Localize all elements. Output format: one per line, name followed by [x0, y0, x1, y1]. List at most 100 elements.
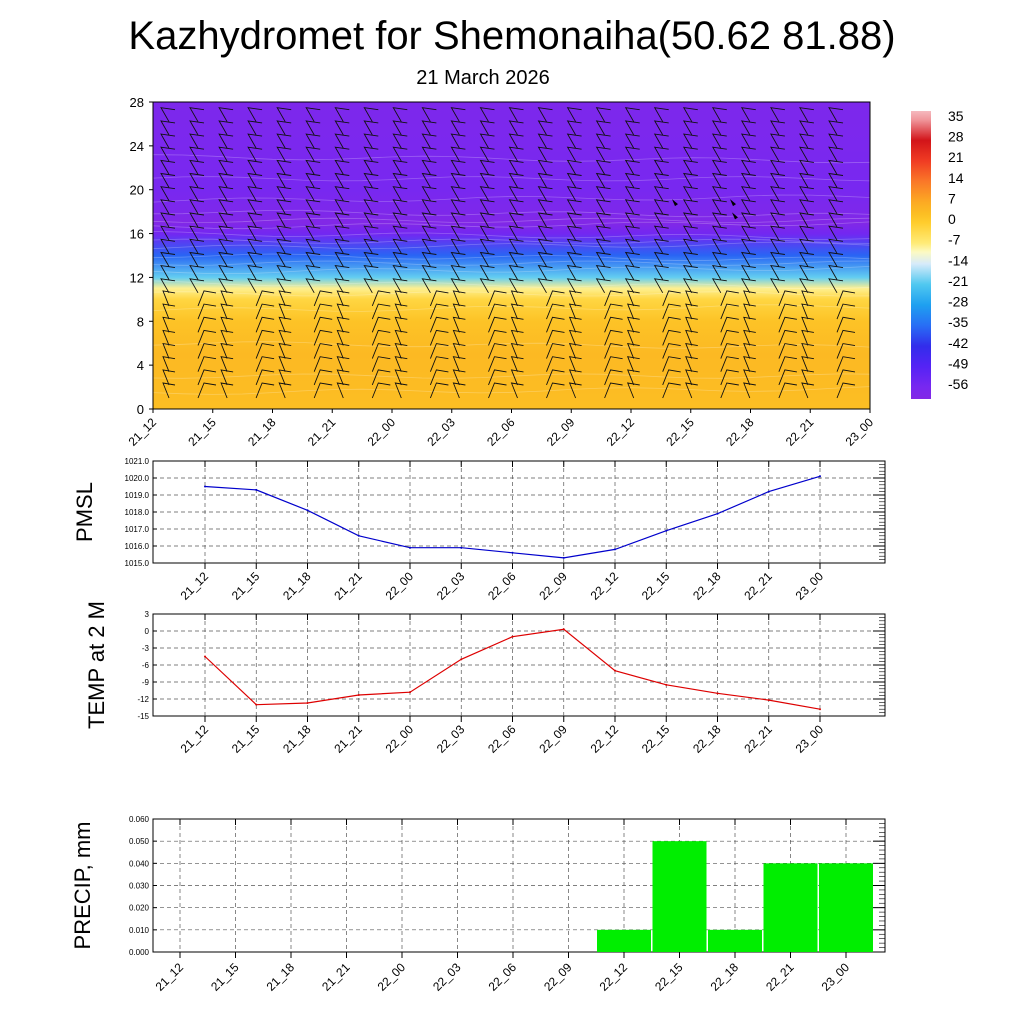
- x-tick-label: 21_18: [264, 960, 298, 994]
- temp-point: [409, 691, 411, 694]
- x-tick-label: 22_21: [783, 415, 817, 449]
- temp-point: [306, 701, 309, 704]
- y-tick-label: 0.050: [129, 837, 150, 846]
- colorbar-label: 35: [948, 108, 964, 124]
- x-tick-label: 21_15: [229, 569, 263, 603]
- y-tick-label: 0.010: [129, 926, 150, 935]
- temp-point: [255, 703, 258, 706]
- x-tick-label: 22_21: [741, 569, 775, 603]
- y-tick-label: -15: [137, 712, 149, 721]
- x-tick-label: 21_15: [208, 960, 242, 994]
- y-tick-label: 0.020: [129, 904, 150, 913]
- y-tick-label: 0.000: [129, 948, 150, 957]
- pmsl-point: [716, 512, 719, 515]
- x-tick-label: 22_09: [541, 960, 575, 994]
- y-tick-label: 0.040: [129, 859, 150, 868]
- x-tick-label: 21_18: [280, 569, 314, 603]
- x-tick-label: 22_18: [723, 415, 757, 449]
- colorbar-label: 14: [948, 170, 964, 186]
- temp-point: [511, 635, 514, 638]
- y-tick-label: 1016.0: [125, 542, 150, 551]
- temp-point: [614, 669, 616, 672]
- x-tick-label: 22_15: [663, 415, 697, 449]
- wind-pennant: [730, 199, 736, 207]
- colorbar-label: 28: [948, 129, 964, 145]
- pmsl-point: [665, 529, 668, 532]
- x-tick-label: 22_12: [588, 569, 622, 603]
- x-tick-label: 21_12: [153, 960, 187, 994]
- pmsl-panel: 1015.0 1016.0 1017.0 1018.0 1019.0 1020.0 1021…: [72, 457, 886, 603]
- x-tick-label: 22_18: [690, 722, 724, 756]
- temp-point: [665, 683, 668, 686]
- precip-bar: [763, 863, 818, 952]
- x-tick-label: 21_21: [305, 415, 339, 449]
- y-tick-label: 3: [145, 610, 150, 619]
- pmsl-point: [255, 488, 258, 491]
- colorbar-label: -7: [948, 232, 961, 248]
- temp-point: [819, 708, 821, 711]
- precip-bar: [708, 929, 762, 952]
- x-tick-label: 22_00: [383, 722, 417, 756]
- colorbar-label: -56: [948, 376, 968, 392]
- pmsl-point: [819, 475, 821, 478]
- pmsl-point: [409, 546, 411, 549]
- x-tick-label: 22_00: [375, 960, 409, 994]
- colorbar-label: 7: [948, 190, 956, 206]
- x-tick-label: 23_00: [793, 722, 827, 756]
- x-tick-label: 23_00: [819, 960, 853, 994]
- x-tick-label: 22_12: [588, 722, 622, 756]
- y-tick-label: 12: [130, 270, 144, 285]
- x-tick-label: 22_15: [639, 722, 673, 756]
- pmsl-point: [460, 546, 463, 549]
- temp-point: [460, 658, 463, 661]
- x-tick-label: 21_21: [319, 960, 353, 994]
- y-tick-label: 0: [145, 627, 150, 636]
- pmsl-point: [767, 490, 770, 493]
- y-tick-label: 24: [130, 139, 144, 154]
- x-tick-label: 21_18: [245, 415, 279, 449]
- x-tick-label: 22_00: [365, 415, 399, 449]
- y-tick-label: -12: [137, 695, 149, 704]
- precip-bar: [597, 929, 651, 952]
- precip-panel: 0.000 0.010 0.020 0.030 0.040 0.050 0.060 21_12…: [70, 815, 886, 994]
- x-tick-label: 22_06: [484, 415, 518, 449]
- colorbar-label: -28: [948, 294, 968, 310]
- x-tick-label: 22_18: [690, 569, 724, 603]
- y-tick-label: 1019.0: [125, 491, 150, 500]
- pmsl-point: [511, 551, 514, 554]
- x-tick-label: 22_15: [652, 960, 686, 994]
- x-tick-label: 21_15: [229, 722, 263, 756]
- colorbar-label: -21: [948, 273, 968, 289]
- colorbar: [911, 111, 931, 399]
- temp-panel: -15 -12 -9 -6 -3 0 3 21_12 21_15 21_18 21_21 22_00 2…: [84, 601, 886, 756]
- x-tick-label: 22_18: [708, 960, 742, 994]
- x-tick-label: 22_00: [383, 569, 417, 603]
- x-tick-label: 22_09: [544, 415, 578, 449]
- temp-line: [204, 628, 821, 710]
- pmsl-point: [204, 485, 206, 488]
- x-tick-label: 22_21: [763, 960, 797, 994]
- x-tick-label: 21_12: [178, 569, 212, 603]
- y-tick-label: 4: [137, 358, 144, 373]
- y-tick-label: 28: [130, 95, 144, 110]
- x-tick-label: 21_12: [126, 415, 160, 449]
- y-tick-label: 1018.0: [125, 508, 150, 517]
- x-tick-label: 22_12: [604, 415, 638, 449]
- precip-ylabel: PRECIP, mm: [70, 822, 95, 950]
- temp-point: [204, 655, 206, 658]
- pmsl-point: [357, 534, 360, 537]
- x-tick-label: 23_00: [793, 569, 827, 603]
- y-tick-label: 0: [137, 402, 144, 417]
- y-tick-label: 1020.0: [125, 474, 150, 483]
- wind-barbs: [160, 107, 856, 399]
- y-tick-label: -3: [142, 644, 150, 653]
- x-tick-label: 21_18: [280, 722, 314, 756]
- pmsl-point: [614, 548, 616, 551]
- pmsl-point: [306, 509, 309, 512]
- x-tick-label: 22_06: [486, 960, 520, 994]
- temp-point: [562, 628, 565, 631]
- pmsl-point: [562, 556, 565, 559]
- y-tick-label: -6: [142, 661, 150, 670]
- temp-point: [357, 694, 360, 697]
